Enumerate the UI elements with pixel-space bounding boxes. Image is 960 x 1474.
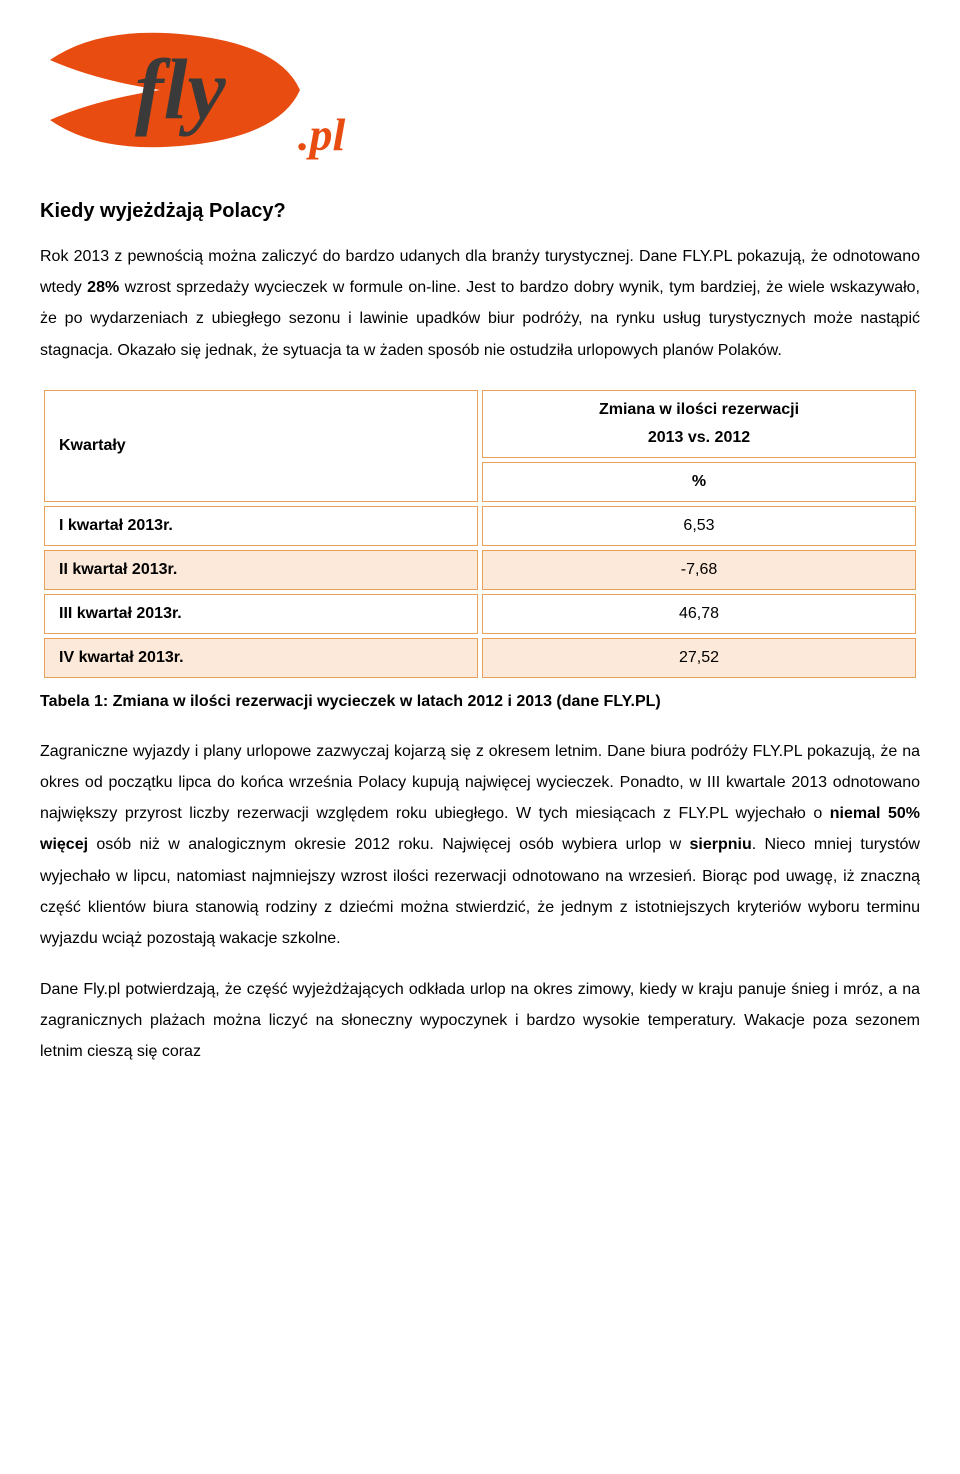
paragraph-intro: Rok 2013 z pewnością można zaliczyć do b…: [40, 241, 920, 366]
section-heading: Kiedy wyjeżdżają Polacy?: [40, 200, 920, 223]
bold-text: sierpniu: [690, 836, 752, 853]
row-label: II kwartał 2013r.: [44, 550, 478, 590]
table-caption: Tabela 1: Zmiana w ilości rezerwacji wyc…: [40, 690, 920, 714]
text-run: Zagraniczne wyjazdy i plany urlopowe zaz…: [40, 743, 920, 822]
row-value: 6,53: [482, 506, 916, 546]
table-header-line2: 2013 vs. 2012: [497, 429, 901, 447]
bold-text: 28%: [87, 279, 119, 296]
paragraph-main: Zagraniczne wyjazdy i plany urlopowe zaz…: [40, 736, 920, 954]
text-run: osób niż w analogicznym okresie 2012 rok…: [88, 836, 689, 853]
reservations-change-table: Kwartały Zmiana w ilości rezerwacji 2013…: [40, 386, 920, 682]
table-row: I kwartał 2013r.6,53: [44, 506, 916, 546]
text-run: wzrost sprzedaży wycieczek w formule on-…: [40, 279, 920, 358]
row-label: I kwartał 2013r.: [44, 506, 478, 546]
fly-logo-svg: fly .pl: [40, 20, 400, 170]
row-value: 46,78: [482, 594, 916, 634]
row-label: IV kwartał 2013r.: [44, 638, 478, 678]
row-value: 27,52: [482, 638, 916, 678]
brand-logo: fly .pl: [40, 20, 920, 170]
logo-text-main: fly: [135, 41, 227, 137]
table-header-change: Zmiana w ilości rezerwacji 2013 vs. 2012: [482, 390, 916, 458]
table-header-line1: Zmiana w ilości rezerwacji: [497, 401, 901, 419]
row-label: III kwartał 2013r.: [44, 594, 478, 634]
table-row: II kwartał 2013r.-7,68: [44, 550, 916, 590]
table-header-quarters: Kwartały: [44, 390, 478, 502]
table-header-percent: %: [482, 462, 916, 502]
table-row: III kwartał 2013r.46,78: [44, 594, 916, 634]
table-row: IV kwartał 2013r.27,52: [44, 638, 916, 678]
paragraph-closing: Dane Fly.pl potwierdzają, że część wyjeż…: [40, 974, 920, 1068]
logo-text-suffix: .pl: [298, 109, 346, 160]
row-value: -7,68: [482, 550, 916, 590]
